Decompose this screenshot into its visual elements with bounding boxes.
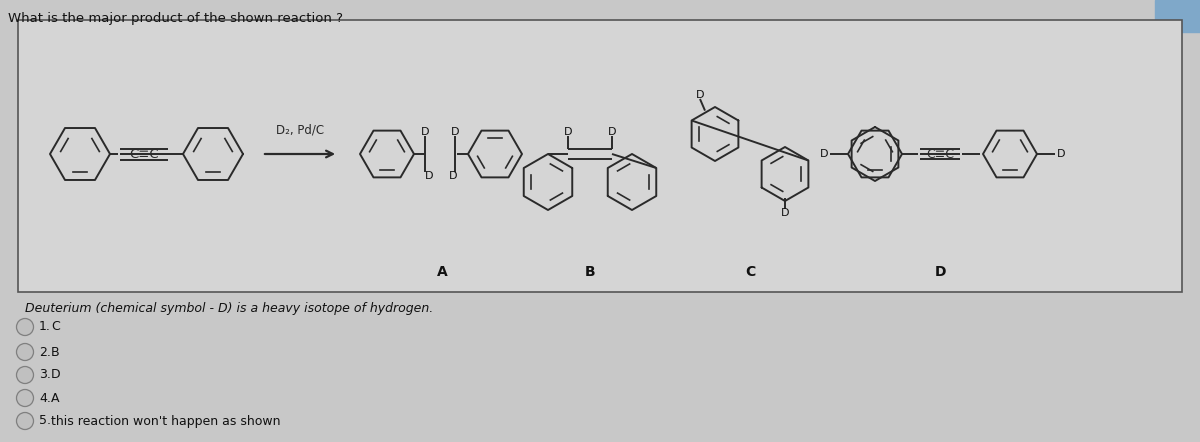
Text: C: C: [745, 265, 755, 279]
Text: D: D: [607, 127, 617, 137]
Circle shape: [17, 319, 34, 335]
Text: Deuterium (chemical symbol - D) is a heavy isotope of hydrogen.: Deuterium (chemical symbol - D) is a hea…: [25, 302, 433, 315]
Text: D₂, Pd/C: D₂, Pd/C: [276, 123, 324, 136]
Text: B: B: [50, 346, 60, 358]
Circle shape: [17, 343, 34, 361]
Text: 4.: 4.: [38, 392, 50, 404]
Text: D: D: [935, 265, 946, 279]
Text: D: D: [564, 127, 572, 137]
Text: D: D: [425, 171, 433, 181]
Text: 5.: 5.: [38, 415, 50, 427]
Text: D: D: [781, 208, 790, 218]
Text: C≡C: C≡C: [926, 148, 954, 160]
Text: B: B: [584, 265, 595, 279]
Text: 2.: 2.: [38, 346, 50, 358]
Text: this reaction won't happen as shown: this reaction won't happen as shown: [50, 415, 281, 427]
Text: D: D: [696, 90, 704, 100]
Text: A: A: [437, 265, 448, 279]
Text: D: D: [449, 171, 457, 181]
Text: D: D: [820, 149, 828, 159]
Bar: [18, 20, 1182, 292]
Text: C≡C: C≡C: [130, 148, 158, 160]
Circle shape: [17, 366, 34, 384]
Text: D: D: [451, 127, 460, 137]
Text: D: D: [421, 127, 430, 137]
Text: A: A: [50, 392, 60, 404]
Circle shape: [17, 389, 34, 407]
Text: 3.: 3.: [38, 369, 50, 381]
Text: D: D: [50, 369, 61, 381]
Text: D: D: [1057, 149, 1066, 159]
Text: C: C: [50, 320, 60, 334]
Text: What is the major product of the shown reaction ?: What is the major product of the shown r…: [8, 12, 343, 25]
Circle shape: [17, 412, 34, 430]
Bar: [1154, 0, 1200, 32]
Text: 1.: 1.: [38, 320, 50, 334]
